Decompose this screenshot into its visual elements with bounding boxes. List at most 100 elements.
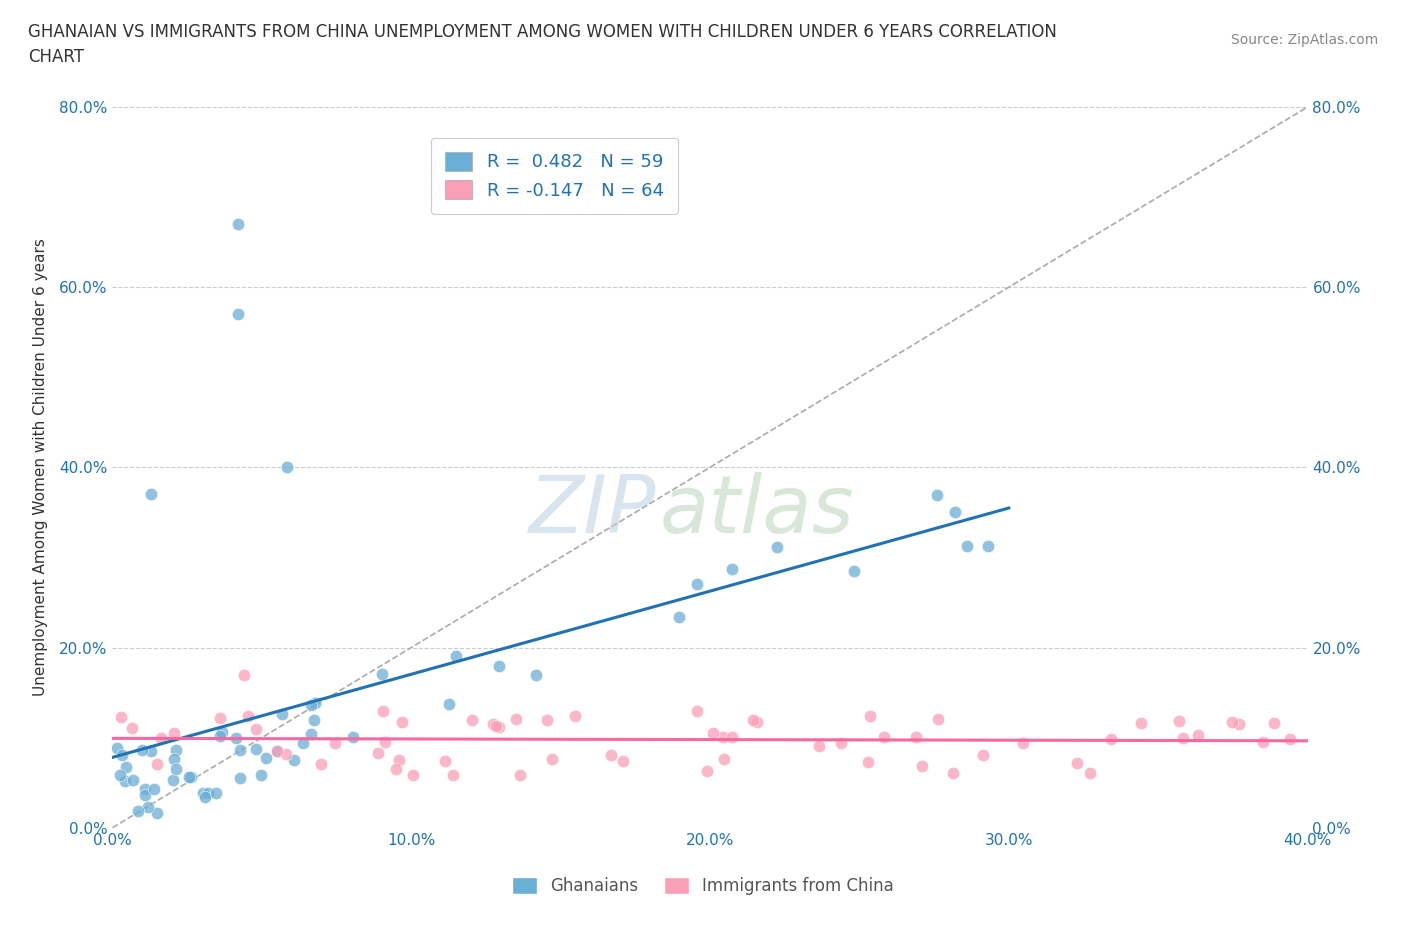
Point (927, 711, 949, 726)
Point (276, 460, 298, 474)
Point (139, 487, 162, 502)
Point (111, 747, 134, 762)
Point (249, 768, 271, 783)
Point (304, 712, 326, 727)
Point (139, 744, 162, 759)
Point (150, 730, 173, 745)
Point (163, 725, 186, 740)
Point (977, 538, 1000, 553)
Point (1078, 765, 1101, 780)
Point (612, 754, 634, 769)
Point (143, 781, 166, 796)
Point (696, 764, 718, 778)
Point (236, 709, 259, 724)
Point (925, 487, 948, 502)
Y-axis label: Unemployment Among Women with Children Under 6 years: Unemployment Among Women with Children U… (32, 238, 48, 697)
Point (956, 538, 979, 553)
Point (145, 756, 167, 771)
Legend: Ghanaians, Immigrants from China: Ghanaians, Immigrants from China (503, 869, 903, 903)
Point (205, 785, 228, 800)
Point (162, 751, 184, 766)
Point (1099, 732, 1122, 747)
Point (342, 730, 364, 745)
Point (291, 736, 314, 751)
Point (1168, 714, 1191, 729)
Point (564, 709, 586, 724)
Point (1263, 716, 1285, 731)
Text: ZIP: ZIP (529, 472, 657, 550)
Point (108, 768, 131, 783)
Point (488, 658, 510, 673)
Point (270, 706, 292, 721)
Point (162, 773, 184, 788)
Point (134, 782, 156, 797)
Point (114, 774, 136, 789)
Point (283, 752, 305, 767)
Point (524, 667, 547, 682)
Point (177, 770, 200, 785)
Point (115, 760, 138, 775)
Point (485, 718, 508, 733)
Point (1011, 736, 1033, 751)
Point (481, 717, 503, 732)
Point (211, 724, 233, 739)
Point (972, 748, 994, 763)
Point (367, 746, 389, 761)
Point (807, 739, 830, 754)
Point (208, 729, 231, 744)
Point (197, 785, 219, 800)
Text: atlas: atlas (659, 472, 855, 550)
Point (600, 748, 623, 763)
Point (299, 698, 322, 712)
Point (374, 735, 396, 750)
Text: GHANAIAN VS IMMIGRANTS FROM CHINA UNEMPLOYMENT AMONG WOMEN WITH CHILDREN UNDER 6: GHANAIAN VS IMMIGRANTS FROM CHINA UNEMPL… (28, 23, 1057, 41)
Point (391, 714, 413, 729)
Point (859, 709, 882, 724)
Point (165, 743, 187, 758)
Point (437, 697, 460, 711)
Point (721, 729, 744, 744)
Point (136, 800, 159, 815)
Point (1130, 715, 1153, 730)
Point (122, 773, 145, 788)
Point (402, 767, 425, 782)
Point (385, 762, 408, 777)
Point (121, 721, 143, 736)
Point (245, 721, 267, 736)
Point (856, 755, 879, 770)
Point (266, 744, 288, 759)
Point (193, 790, 215, 804)
Point (844, 564, 866, 578)
Point (1066, 755, 1088, 770)
Text: Source: ZipAtlas.com: Source: ZipAtlas.com (1230, 33, 1378, 46)
Point (146, 805, 169, 820)
Point (668, 609, 690, 624)
Point (830, 736, 852, 751)
Point (325, 736, 347, 751)
Point (441, 768, 464, 783)
Point (228, 743, 250, 758)
Point (191, 786, 214, 801)
Point (1227, 716, 1250, 731)
Point (226, 307, 249, 322)
Point (721, 561, 744, 576)
Point (229, 771, 252, 786)
Point (245, 741, 267, 756)
Point (713, 751, 735, 766)
Point (741, 712, 763, 727)
Point (536, 712, 558, 727)
Point (745, 714, 768, 729)
Point (434, 754, 457, 769)
Point (904, 729, 927, 744)
Legend: R =  0.482   N = 59, R = -0.147   N = 64: R = 0.482 N = 59, R = -0.147 N = 64 (432, 138, 678, 214)
Point (165, 762, 187, 777)
Point (488, 719, 510, 734)
Point (686, 703, 709, 718)
Point (274, 747, 297, 762)
Point (1251, 735, 1274, 750)
Point (446, 648, 468, 663)
Point (388, 752, 411, 767)
Point (766, 539, 789, 554)
Point (309, 756, 332, 771)
Point (541, 752, 564, 767)
